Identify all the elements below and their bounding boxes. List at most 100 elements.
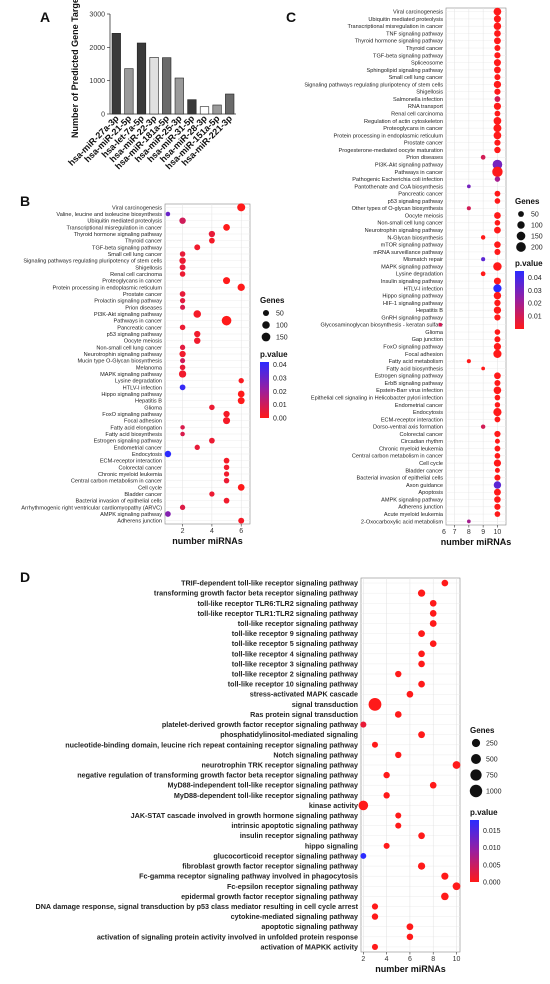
d-legend-genes-title: Genes bbox=[470, 726, 495, 735]
c-dot-pathways-in-cancer bbox=[492, 166, 503, 178]
b-term-label: Colorectal cancer bbox=[118, 465, 162, 471]
c-dot-rna-transport bbox=[493, 102, 502, 110]
b-legend-size-label: 150 bbox=[276, 335, 288, 342]
d-term-label: apoptotic signaling pathway bbox=[261, 922, 358, 931]
c-term-label: Apoptosis bbox=[418, 490, 443, 496]
b-term-label: Oocyte meiosis bbox=[124, 339, 162, 345]
c-term-label: Proteoglycans in cancer bbox=[383, 126, 443, 132]
d-term-label: activation of signaling protein activity… bbox=[97, 932, 358, 941]
b-term-label: Valine, leucine and isoleucine biosynthe… bbox=[56, 212, 162, 218]
b-dot-prostate-cancer bbox=[179, 291, 186, 297]
c-dot-transcriptional-misregulation-in-cancer bbox=[493, 22, 502, 30]
c-term-label: Viral carcinogenesis bbox=[393, 10, 443, 16]
c-dot-glycosaminoglycan-biosynthesis-keratan-sulfate bbox=[438, 322, 443, 327]
b-term-label: Pancreatic cancer bbox=[117, 325, 162, 331]
c-dot-2-oxocarboxylic-acid-metabolism bbox=[466, 519, 471, 524]
d-term-label: nucleotide-binding domain, leucine rich … bbox=[65, 740, 358, 749]
d-dot-toll-like-receptor-9-signaling-pathway bbox=[418, 630, 425, 637]
b-x-tick-label: 2 bbox=[181, 528, 185, 535]
d-dot-cytokine-mediated-signaling-pathway bbox=[371, 913, 379, 920]
d-term-label: phosphatidylinositol-mediated signaling bbox=[220, 730, 358, 739]
b-dot-ampk-signaling-pathway bbox=[165, 511, 171, 517]
c-dot-insulin-signaling-pathway bbox=[493, 277, 501, 285]
c-dot-shigellosis bbox=[494, 88, 501, 95]
d-legend-size-label: 250 bbox=[486, 741, 498, 748]
c-dot-pancreatic-cancer bbox=[494, 190, 501, 197]
c-legend-colorbar bbox=[515, 271, 524, 329]
c-dot-prion-diseases bbox=[480, 154, 486, 160]
d-term-label: kinase activity bbox=[309, 801, 358, 810]
c-term-label: mRNA surveillance pathway bbox=[373, 250, 443, 256]
c-x-tick-label: 9 bbox=[481, 529, 485, 536]
c-dot-apoptosis bbox=[494, 488, 501, 496]
c-term-label: Pathogenic Escherichia coli infection bbox=[352, 177, 443, 183]
a-bar-hsa-mir-25-3p bbox=[174, 77, 184, 115]
c-dot-erbb-signaling-pathway bbox=[494, 379, 501, 387]
b-legend-colorbar-label: 0.03 bbox=[273, 376, 287, 383]
c-dot-proteoglycans-in-cancer bbox=[493, 124, 502, 133]
c-dot-other-types-of-o-glycan-biosynthesis bbox=[466, 206, 471, 211]
b-term-label: HTLV-I infection bbox=[123, 385, 162, 391]
c-dot-protein-processing-in-endoplasmic-reticulum bbox=[493, 131, 502, 140]
d-dot-apoptotic-signaling-pathway bbox=[406, 923, 414, 931]
b-term-label: Endocytosis bbox=[132, 452, 162, 458]
c-term-label: Renal cell carcinoma bbox=[391, 112, 444, 118]
b-term-label: Prostate cancer bbox=[123, 292, 162, 298]
d-term-label: MyD88-independent toll-like receptor sig… bbox=[167, 781, 358, 790]
c-term-label: RNA transport bbox=[408, 104, 444, 110]
a-bar-hsa-mir-151a-5p bbox=[212, 104, 222, 115]
b-dot-neurotrophin-signaling-pathway bbox=[179, 350, 186, 358]
c-legend-size-dot bbox=[518, 211, 524, 217]
c-x-tick-label: 6 bbox=[442, 529, 446, 536]
b-legend-genes-title: Genes bbox=[260, 296, 285, 305]
c-term-label: Gap junction bbox=[412, 337, 443, 343]
b-x-tick-label: 6 bbox=[239, 528, 243, 535]
b-dot-transcriptional-misregulation-in-cancer bbox=[223, 223, 230, 231]
b-dot-pathways-in-cancer bbox=[221, 315, 232, 326]
b-term-label: Estrogen signaling pathway bbox=[94, 439, 163, 445]
b-term-label: Glioma bbox=[144, 405, 163, 411]
d-term-label: Notch signaling pathway bbox=[273, 750, 358, 759]
d-dot-insulin-receptor-signaling-pathway bbox=[418, 832, 425, 840]
b-dot-thyroid-hormone-signaling-pathway bbox=[208, 230, 216, 238]
d-dot-jak-stat-cascade-involved-in-growth-hormone-signaling-pathway bbox=[395, 812, 402, 819]
b-x-axis-title: number miRNAs bbox=[172, 536, 243, 546]
b-x-tick-label: 4 bbox=[210, 528, 214, 535]
c-legend-colorbar-label: 0.04 bbox=[528, 275, 542, 282]
b-dot-proteoglycans-in-cancer bbox=[223, 277, 231, 285]
c-dot-pantothenate-and-coa-biosynthesis bbox=[466, 184, 471, 189]
c-term-label: Non-small cell lung cancer bbox=[377, 221, 443, 227]
a-bar-hsa-mir-221-3p bbox=[225, 93, 235, 115]
c-dot-viral-carcinogenesis bbox=[493, 7, 502, 16]
c-dot-htlv-i-infection bbox=[493, 284, 502, 293]
c-dot-mismatch-repair bbox=[481, 257, 486, 262]
c-dot-thyroid-hormone-signaling-pathway bbox=[494, 37, 501, 45]
d-dot-toll-like-receptor-10-signaling-pathway bbox=[418, 680, 425, 688]
b-legend-colorbar-label: 0.02 bbox=[273, 389, 287, 396]
b-dot-viral-carcinogenesis bbox=[237, 203, 246, 212]
c-dot-dorso-ventral-axis-formation bbox=[480, 424, 486, 429]
d-term-label: MyD88-dependent toll-like receptor signa… bbox=[174, 791, 358, 800]
c-dot-bladder-cancer bbox=[494, 467, 500, 473]
d-term-label: toll-like receptor 10 signaling pathway bbox=[228, 680, 358, 689]
d-x-tick-label: 6 bbox=[408, 956, 412, 963]
c-dot-signaling-pathways-regulating-pluripotency-of-stem-cells bbox=[493, 80, 502, 89]
a-y-tick-label: 2000 bbox=[89, 45, 105, 52]
c-dot-small-cell-lung-cancer bbox=[494, 74, 501, 81]
d-dot-neurotrophin-trk-receptor-signaling-pathway bbox=[452, 761, 461, 769]
c-dot-spliceosome bbox=[493, 59, 501, 67]
d-term-label: negative regulation of transforming grow… bbox=[77, 771, 358, 780]
c-term-label: Cell cycle bbox=[419, 461, 443, 467]
d-dot-signal-transduction bbox=[368, 697, 382, 711]
c-term-label: Dorso-ventral axis formation bbox=[373, 425, 443, 431]
b-term-label: MAPK signaling pathway bbox=[100, 372, 162, 378]
b-dot-colorectal-cancer bbox=[223, 464, 230, 471]
d-dot-intrinsic-apoptotic-signaling-pathway bbox=[395, 822, 402, 829]
b-dot-cell-cycle bbox=[237, 483, 245, 491]
c-term-label: Lysine degradation bbox=[396, 272, 443, 278]
c-term-label: Circadian rhythm bbox=[401, 439, 444, 445]
d-dot-fibroblast-growth-factor-receptor-signaling-pathway bbox=[417, 862, 426, 870]
d-term-label: toll-like receptor TLR1:TLR2 signaling p… bbox=[197, 609, 358, 618]
c-term-label: TNF signaling pathway bbox=[386, 31, 443, 37]
b-term-label: Renal cell carcinoma bbox=[110, 272, 163, 278]
